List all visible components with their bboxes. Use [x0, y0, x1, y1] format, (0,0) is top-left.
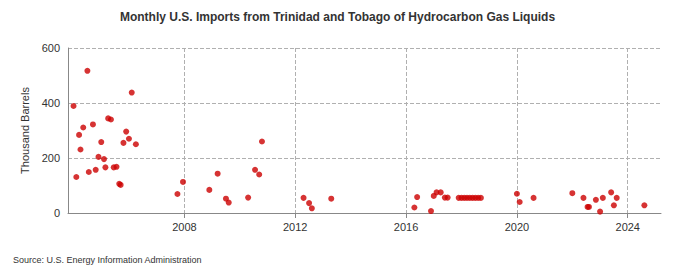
svg-text:Thousand Barrels: Thousand Barrels	[19, 87, 31, 174]
svg-text:0: 0	[54, 207, 60, 219]
svg-text:400: 400	[42, 97, 60, 109]
svg-text:2016: 2016	[394, 221, 418, 233]
svg-text:2008: 2008	[172, 221, 196, 233]
svg-text:600: 600	[42, 42, 60, 54]
svg-text:Source: U.S. Energy Informatio: Source: U.S. Energy Information Administ…	[13, 255, 202, 265]
svg-text:2012: 2012	[283, 221, 307, 233]
svg-text:2020: 2020	[505, 221, 529, 233]
svg-text:Monthly U.S. Imports from Trin: Monthly U.S. Imports from Trinidad and T…	[120, 10, 555, 24]
svg-text:2024: 2024	[616, 221, 640, 233]
svg-text:200: 200	[42, 152, 60, 164]
